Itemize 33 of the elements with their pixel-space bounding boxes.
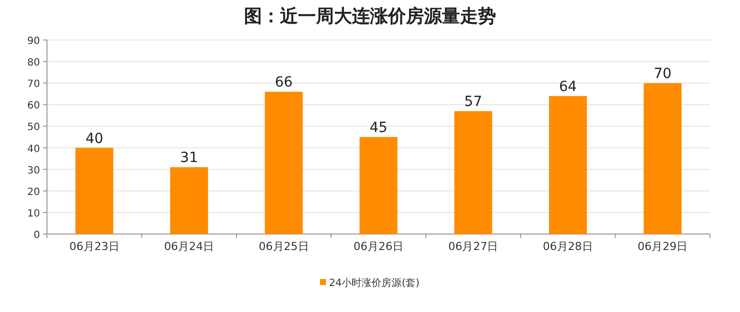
- data-label: 64: [559, 79, 577, 96]
- bar: [644, 83, 682, 234]
- bar: [75, 148, 114, 234]
- bar: [264, 92, 303, 234]
- x-tick-label: 06月24日: [164, 240, 214, 253]
- bar: [548, 96, 587, 234]
- bar: [170, 167, 208, 234]
- x-tick-label: 06月28日: [542, 240, 593, 253]
- y-tick-label: 30: [27, 165, 40, 176]
- data-label: 70: [654, 66, 672, 82]
- x-tick-label: 06月27日: [448, 240, 498, 253]
- x-tick-label: 06月26日: [354, 240, 404, 253]
- y-tick-label: 50: [27, 122, 40, 134]
- x-tick-label: 06月25日: [258, 240, 309, 253]
- chart-title: 图：近一周大连涨价房源量走势: [244, 6, 496, 27]
- bar: [454, 111, 492, 234]
- y-tick-label: 70: [27, 79, 40, 90]
- y-tick-label: 60: [27, 100, 40, 112]
- data-label: 57: [464, 94, 482, 110]
- data-label: 45: [370, 120, 388, 136]
- data-label: 66: [274, 74, 293, 91]
- y-tick-label: 40: [27, 144, 40, 155]
- bar: [360, 137, 398, 234]
- x-tick-label: 06月29日: [638, 240, 688, 253]
- y-tick-label: 10: [27, 208, 40, 220]
- y-tick-label: 90: [27, 36, 40, 47]
- x-tick-label: 06月23日: [69, 240, 120, 253]
- data-label: 40: [85, 130, 104, 147]
- data-label: 31: [180, 150, 198, 166]
- y-tick-label: 80: [27, 58, 40, 69]
- legend-label: 24小时涨价房源(套): [329, 277, 420, 289]
- y-tick-label: 20: [27, 186, 40, 198]
- y-tick-label: 0: [34, 230, 40, 241]
